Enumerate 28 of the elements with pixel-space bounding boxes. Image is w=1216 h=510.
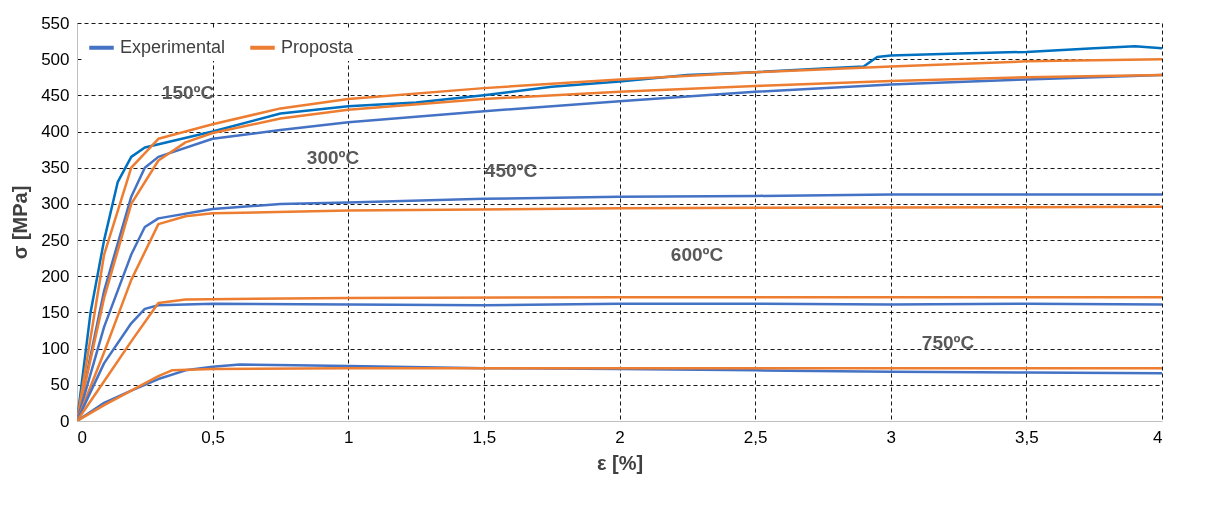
y-tick-label: 0	[60, 411, 70, 431]
legend-label: Proposta	[281, 36, 355, 57]
y-tick-label: 400	[41, 122, 70, 142]
annotation: 750ºC	[921, 332, 975, 353]
y-tick-label: 500	[41, 49, 70, 69]
x-tick-label: 0	[77, 427, 87, 447]
x-tick-label: 1,5	[472, 427, 497, 447]
y-tick-label: 450	[41, 85, 70, 105]
x-tick-label: 2,5	[743, 427, 768, 447]
y-tick-label: 150	[41, 302, 70, 322]
annotation: 600ºC	[670, 244, 724, 265]
y-tick-label: 50	[50, 375, 70, 395]
y-tick-label: 100	[41, 339, 70, 359]
legend-label: Experimental	[120, 36, 226, 57]
x-tick-label: 3	[886, 427, 896, 447]
y-tick-label: 550	[41, 13, 70, 33]
y-axis-title: σ [MPa]	[9, 185, 32, 260]
annotation: 300ºC	[306, 147, 360, 168]
x-tick-label: 4	[1153, 427, 1163, 447]
y-tick-label: 200	[41, 266, 70, 286]
x-tick-label: 2	[615, 427, 625, 447]
x-tick-label: 3,5	[1015, 427, 1039, 447]
y-tick-label: 300	[41, 194, 70, 214]
y-tick-label: 350	[41, 158, 70, 178]
x-tick-label: 1	[344, 427, 354, 447]
x-tick-label: 0,5	[201, 427, 225, 447]
y-tick-label: 250	[41, 230, 70, 250]
x-axis-title: ε [%]	[596, 451, 644, 474]
